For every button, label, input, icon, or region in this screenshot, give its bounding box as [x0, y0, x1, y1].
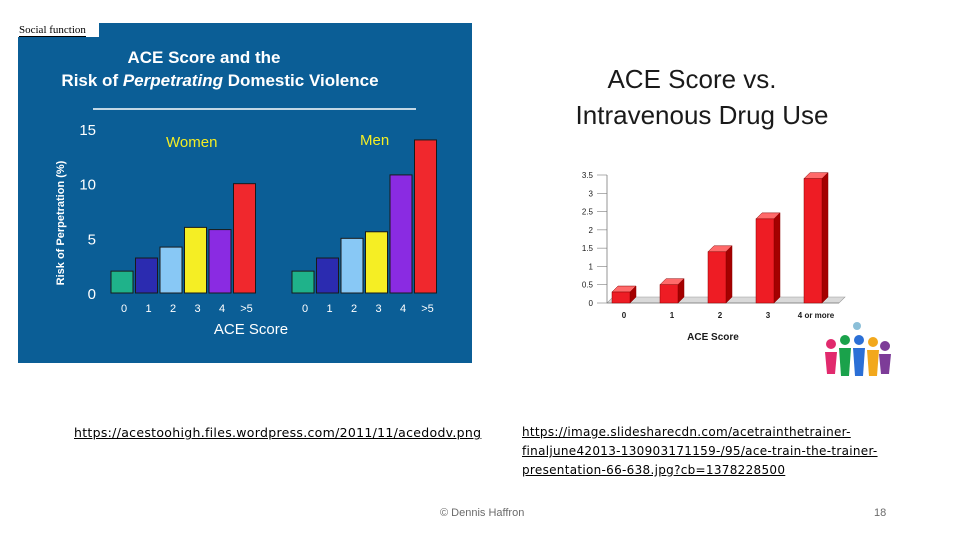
- ivdu-chart-title-line2: Intravenous Drug Use: [576, 100, 829, 130]
- source-link-left[interactable]: https://acestoohigh.files.wordpress.com/…: [74, 425, 482, 440]
- dv-x-tick-label: >5: [240, 303, 253, 315]
- dv-x-tick-label: 0: [302, 303, 308, 315]
- ivdu-y-tick-label: 1.5: [582, 244, 594, 253]
- dv-bar: [110, 270, 134, 294]
- dv-bar: [389, 174, 413, 294]
- ivdu-x-tick-label: 4 or more: [798, 311, 835, 320]
- dv-chart-title-line2: Risk of Perpetrating Domestic Violence: [61, 71, 378, 90]
- ivdu-y-tick-label: 0.5: [582, 281, 594, 290]
- ivdu-bar: [707, 251, 727, 304]
- ivdu-bar: [611, 291, 631, 304]
- dv-x-tick-label: 1: [326, 303, 332, 315]
- logo: [815, 318, 895, 393]
- ivdu-y-tick-label: 1: [589, 262, 594, 271]
- dv-x-tick-label: 3: [194, 303, 200, 315]
- dv-bar: [184, 226, 207, 294]
- dv-bar: [135, 257, 158, 294]
- dv-x-tick-label: >5: [421, 303, 434, 315]
- dv-x-tick-label: 2: [351, 303, 357, 315]
- ivdu-x-axis-label: ACE Score: [687, 332, 739, 343]
- dv-x-axis-label: ACE Score: [214, 321, 288, 338]
- ivdu-bar-side: [821, 172, 829, 304]
- ivdu-bar-side: [725, 245, 733, 304]
- footer-copyright: © Dennis Haffron: [440, 507, 525, 519]
- dv-chart: ACE Score and the Risk of Perpetrating D…: [55, 48, 437, 338]
- ivdu-y-tick-label: 2: [589, 226, 594, 235]
- ivdu-bar: [659, 284, 679, 304]
- dv-x-tick-label: 2: [170, 303, 176, 315]
- ivdu-x-tick-label: 2: [718, 311, 723, 320]
- ivdu-x-tick-label: 1: [670, 311, 675, 320]
- dv-y-tick-label: 0: [88, 286, 96, 303]
- dv-x-tick-label: 4: [219, 303, 225, 315]
- group-of-people-logo-icon: [825, 322, 891, 376]
- ivdu-x-tick-label: 3: [766, 311, 771, 320]
- dv-bar: [208, 229, 232, 294]
- ivdu-chart-panel: ACE Score vs. Intravenous Drug Use ACE S…: [555, 55, 855, 345]
- ivdu-bar: [755, 218, 775, 304]
- dv-bar: [414, 139, 437, 294]
- dv-bar: [159, 246, 183, 294]
- dv-x-tick-label: 1: [145, 303, 151, 315]
- ivdu-bar: [803, 178, 823, 304]
- dv-y-tick-label: 5: [88, 231, 96, 248]
- corner-label: Social function: [18, 23, 99, 37]
- ivdu-y-tick-label: 3.5: [582, 171, 594, 180]
- dv-chart-title-line1: ACE Score and the: [127, 48, 280, 67]
- dv-y-tick-label: 10: [79, 177, 96, 194]
- dv-chart-panel: Social function ACE Score and the Risk o…: [18, 23, 472, 363]
- ivdu-x-tick-label: 0: [622, 311, 627, 320]
- dv-y-axis-label: Risk of Perpetration (%): [55, 160, 67, 285]
- ivdu-chart-title-line1: ACE Score vs.: [607, 64, 776, 94]
- ivdu-y-tick-label: 2.5: [582, 208, 594, 217]
- ivdu-y-tick-label: 3: [589, 189, 594, 198]
- ivdu-bar-side: [773, 212, 781, 304]
- dv-x-tick-label: 3: [375, 303, 381, 315]
- ivdu-y-tick-label: 0: [589, 299, 594, 308]
- dv-group-label: Women: [166, 134, 217, 151]
- dv-bar: [365, 231, 388, 294]
- page-number: 18: [874, 507, 887, 519]
- dv-bar: [291, 270, 315, 294]
- dv-group-label: Men: [360, 132, 389, 149]
- dv-bar: [233, 183, 256, 294]
- source-link-right[interactable]: https://image.slidesharecdn.com/acetrain…: [522, 425, 878, 477]
- dv-bar: [340, 237, 364, 294]
- dv-bar: [316, 257, 339, 294]
- ivdu-chart: ACE Score vs. Intravenous Drug Use ACE S…: [576, 64, 846, 343]
- dv-y-tick-label: 15: [79, 122, 96, 139]
- dv-x-tick-label: 0: [121, 303, 127, 315]
- dv-x-tick-label: 4: [400, 303, 406, 315]
